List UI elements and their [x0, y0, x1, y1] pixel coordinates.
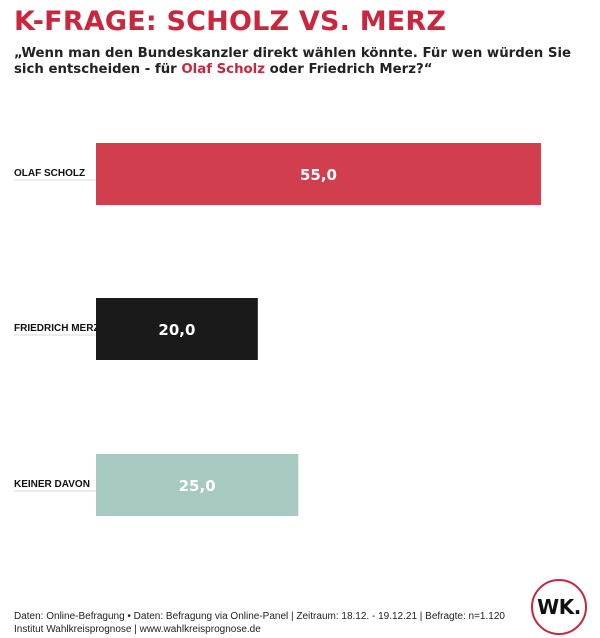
value-label: 55,0 — [300, 166, 337, 184]
bar — [96, 298, 258, 360]
value-label: 25,0 — [179, 477, 216, 495]
category-label: KEINER DAVON — [14, 479, 90, 490]
bar-chart: OLAF SCHOLZ 55,0 FRIEDRICH MERZ 20,0 KEINER … — [14, 143, 541, 516]
subtitle-highlight: Olaf Scholz — [181, 62, 265, 77]
subtitle-text-1: „Wenn man den Bundeskanzler direkt wähle… — [14, 46, 572, 77]
footer-institute: Institut Wahlkreisprognose | www.wahlkre… — [14, 624, 261, 635]
footer: Daten: Online-Befragung • Daten: Befragu… — [14, 610, 514, 636]
category-label: OLAF SCHOLZ — [14, 168, 85, 179]
bar — [96, 454, 299, 516]
wk-logo: WK. — [531, 579, 587, 635]
footer-source: Daten: Online-Befragung • Daten: Befragu… — [14, 611, 505, 622]
category-label: FRIEDRICH MERZ — [14, 323, 100, 334]
subtitle-text-2: oder Friedrich Merz?“ — [264, 62, 433, 77]
bar — [96, 143, 541, 205]
chart-title: K-FRAGE: SCHOLZ VS. MERZ — [14, 6, 447, 37]
value-label: 20,0 — [158, 321, 195, 339]
chart-subtitle: „Wenn man den Bundeskanzler direkt wähle… — [14, 46, 589, 78]
